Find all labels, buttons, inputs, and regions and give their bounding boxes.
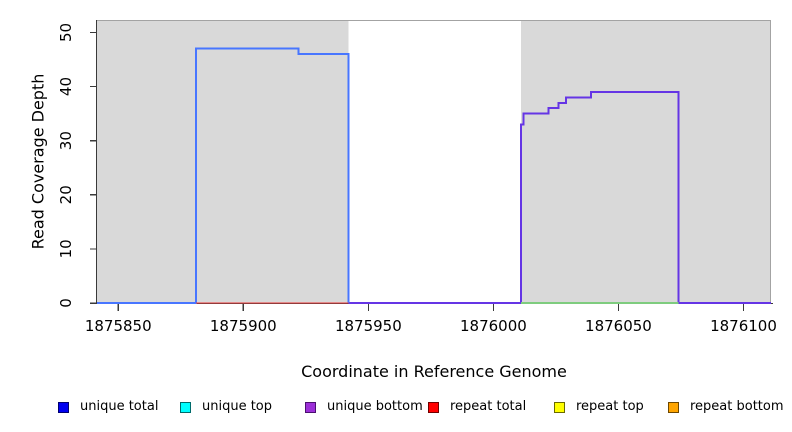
legend: unique total unique top unique bottom repea… [0,399,792,419]
y-tick-label: 30 [57,131,75,150]
legend-item-unique-total: unique total [58,399,158,415]
legend-label: repeat total [450,399,527,414]
x-axis-title: Coordinate in Reference Genome [301,362,567,381]
legend-item-unique-top: unique top [180,399,272,415]
y-axis-title: Read Coverage Depth [28,73,48,250]
x-tick-label: 1876000 [460,317,527,335]
x-tick-label: 1875950 [335,317,402,335]
legend-swatch-icon [305,401,316,413]
legend-swatch-icon [58,401,69,413]
y-tick-label: 50 [57,23,75,42]
legend-item-unique-bottom: unique bottom [305,399,423,415]
legend-item-repeat-total: repeat total [428,399,526,415]
x-tick-label: 1876100 [710,317,777,335]
white-band-region [348,20,521,303]
legend-swatch-icon [554,401,565,413]
x-tick-label: 1875900 [210,317,277,335]
legend-item-repeat-top: repeat top [554,399,644,415]
series-line-unique-bottom [348,91,771,304]
y-tick-label: 0 [57,298,75,308]
legend-label: repeat top [576,399,644,414]
legend-swatch-icon [428,401,439,413]
legend-label: unique top [202,399,273,414]
legend-item-repeat-bottom: repeat bottom [668,399,784,415]
legend-swatch-icon [180,401,191,413]
y-tick-label: 40 [57,77,75,96]
legend-label: unique total [80,399,159,414]
legend-label: unique bottom [327,399,423,414]
plot-canvas: 1875850 1875900 1875950 1876000 1876050 18761… [57,19,777,335]
legend-swatch-icon [668,401,679,413]
y-tick-label: 10 [57,239,75,258]
x-tick-label: 1876050 [585,317,652,335]
y-tick-label: 20 [57,185,75,204]
legend-label: repeat bottom [690,399,784,414]
x-tick-label: 1875850 [85,317,152,335]
